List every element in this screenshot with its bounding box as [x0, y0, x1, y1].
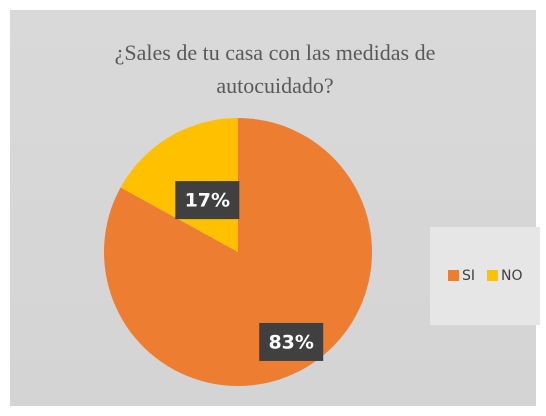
- legend-box: [430, 227, 540, 325]
- data-label-box: [175, 181, 240, 220]
- legend-swatch: [487, 270, 499, 281]
- chart-title: ¿Sales de tu casa con las medidas de aut…: [114, 40, 436, 98]
- pie-slice: [103, 118, 372, 386]
- data-label-box: [259, 322, 324, 361]
- legend-swatch: [448, 270, 459, 281]
- data-label: 83%: [268, 331, 313, 353]
- legend-label: NO: [501, 268, 523, 284]
- legend-label: SI: [462, 268, 475, 284]
- data-label: 17%: [185, 190, 230, 212]
